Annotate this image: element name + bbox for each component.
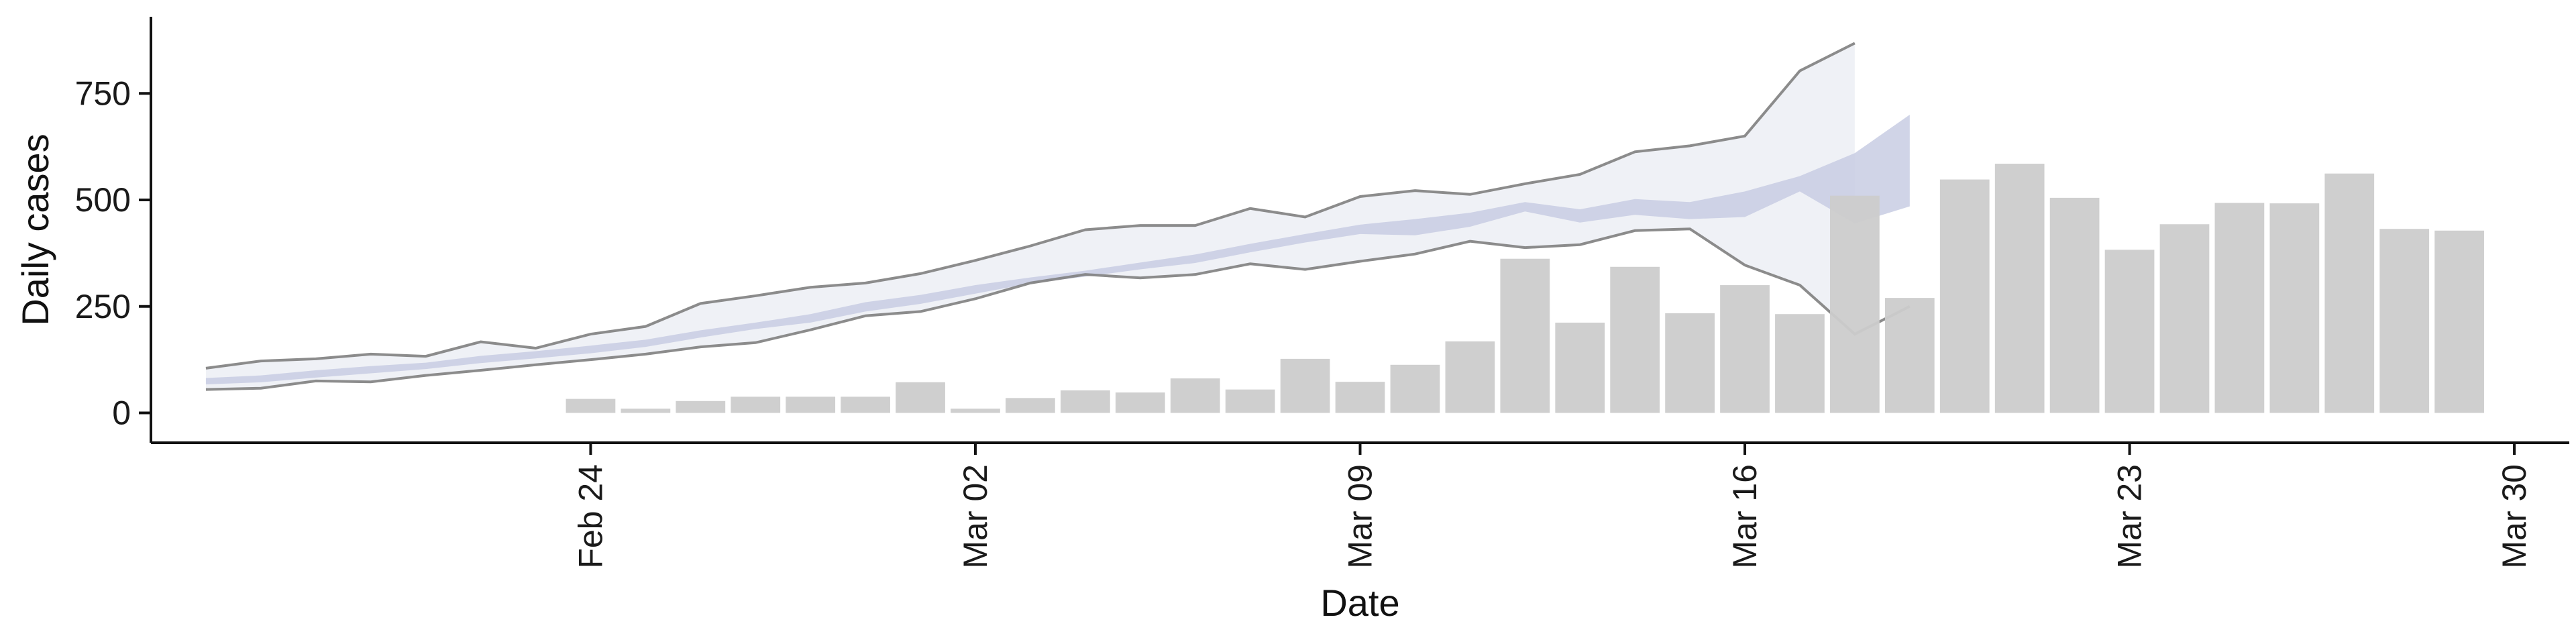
x-tick-label-2020-03-23: Mar 23 [2111,464,2149,569]
y-tick-label-0: 0 [112,394,131,432]
bar-2020-03-08 [1280,358,1330,413]
bar-2020-03-05 [1115,392,1165,413]
bar-2020-03-20 [1939,179,1990,413]
bar-2020-03-15 [1665,313,1715,413]
y-tick-label-500: 500 [75,181,131,219]
bar-2020-03-11 [1445,341,1495,413]
observed-bars-layer [566,164,2485,413]
x-tick-label-2020-02-24: Feb 24 [572,464,609,569]
ribbon-upper-line [205,42,1856,370]
bar-2020-02-24 [566,398,616,413]
bar-2020-02-26 [676,400,726,413]
bar-2020-03-22 [2049,197,2100,413]
y-tick-label-250: 250 [75,288,131,325]
bar-2020-03-02 [951,409,1000,413]
x-tick-label-2020-03-16: Mar 16 [1726,464,1764,569]
bar-2020-03-28 [2379,229,2430,413]
bar-2020-03-10 [1390,364,1440,413]
bar-2020-02-27 [731,396,781,413]
y-tick-label-750: 750 [75,74,131,112]
x-tick-label-2020-03-02: Mar 02 [957,464,994,569]
bar-2020-03-27 [2324,173,2375,413]
bar-2020-03-17 [1775,314,1825,413]
bar-2020-03-26 [2269,203,2320,413]
estimate-ribbon-layer [205,42,1911,391]
x-ticks: Feb 24 Mar 02 Mar 09 Mar 16 Mar 23 Mar 30 [572,443,2533,569]
ribbon-lower-line [205,227,1911,391]
bar-2020-03-04 [1060,390,1110,413]
x-axis-title: Date [1320,582,1399,624]
bar-2020-03-14 [1610,266,1660,413]
bar-2020-03-03 [1006,398,1055,413]
y-ticks: 0 250 500 750 [75,74,151,432]
x-tick-label-2020-03-09: Mar 09 [1342,464,1379,569]
bar-2020-03-29 [2434,230,2485,413]
bar-2020-03-24 [2159,224,2210,413]
bar-2020-03-23 [2104,250,2155,413]
bar-2020-03-09 [1335,382,1385,413]
x-tick-label-2020-03-30: Mar 30 [2496,464,2533,569]
bar-2020-02-25 [621,409,671,413]
bar-2020-03-18 [1830,195,1880,413]
bar-2020-03-01 [896,382,945,413]
y-axis-title: Daily cases [14,133,56,325]
bar-2020-03-16 [1720,285,1770,413]
bar-2020-03-07 [1225,389,1275,413]
bar-2020-02-29 [841,396,890,413]
bar-2020-02-28 [786,396,836,413]
bar-2020-03-13 [1555,322,1605,413]
bar-2020-03-12 [1500,258,1550,413]
bar-2020-03-25 [2214,203,2265,413]
bar-2020-03-06 [1170,378,1220,413]
bar-2020-03-19 [1884,298,1935,413]
bar-2020-03-21 [1994,164,2045,413]
